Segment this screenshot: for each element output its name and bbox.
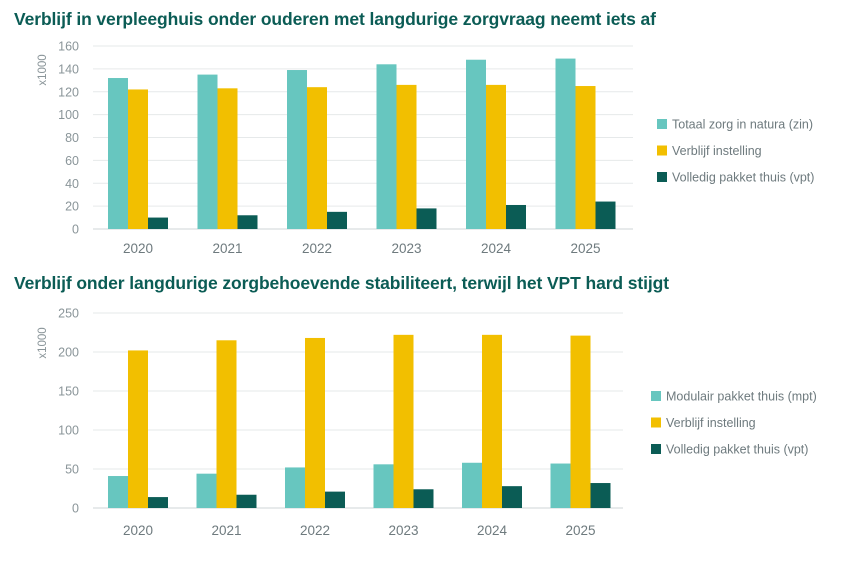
chart-1-bar-2-2021	[217, 88, 238, 229]
chart-1-legend-label-2: Verblijf instelling	[672, 144, 762, 158]
chart-1-bar-2-2022	[307, 87, 327, 229]
chart-1-x-tick-label: 2025	[570, 241, 600, 256]
chart-2-bar-1-2025	[550, 463, 571, 508]
chart-1-bar-3-2025	[595, 201, 616, 229]
chart-2-legend-label-2: Verblijf instelling	[666, 416, 756, 430]
chart-2-y-tick-label: 250	[58, 307, 79, 321]
chart-1-bar-2-2020	[128, 89, 148, 230]
chart-1-y-axis-label: x1000	[37, 54, 49, 85]
chart-1-bar-1-2022	[287, 70, 307, 229]
chart-1-bar-3-2023	[416, 208, 437, 229]
chart-2-bar-2-2024	[482, 334, 502, 508]
chart-2-y-tick-label: 100	[58, 424, 79, 438]
chart-1-y-tick-label: 40	[65, 177, 79, 191]
chart-1-bar-2-2025	[575, 86, 596, 229]
chart-1-bar-1-2024	[466, 59, 486, 229]
chart-1-bar-3-2024	[506, 204, 526, 229]
chart-1-legend-label-3: Volledig pakket thuis (vpt)	[672, 171, 814, 185]
chart-2-bar-2-2021	[216, 340, 237, 508]
chart-2-x-tick-label: 2025	[565, 523, 595, 538]
chart-2-bar-2-2020	[128, 350, 148, 508]
chart-2-x-tick-label: 2022	[300, 523, 330, 538]
chart-1-legend-swatch-3	[657, 172, 667, 182]
chart-2-bar-3-2025	[590, 483, 611, 508]
chart-1-y-tick-label: 20	[65, 200, 79, 214]
chart-2-bar-3-2022	[325, 491, 345, 508]
chart-1-x-tick-label: 2024	[481, 241, 512, 256]
chart-1-y-tick-label: 100	[58, 108, 79, 122]
chart-2-x-tick-label: 2020	[123, 523, 153, 538]
chart-2-title: Verblijf onder langdurige zorgbehoevende…	[14, 273, 669, 293]
chart-2-y-tick-label: 0	[72, 502, 79, 516]
chart-2-y-tick-label: 150	[58, 385, 79, 399]
chart-1-x-tick-label: 2023	[391, 241, 421, 256]
chart-2-legend-label-1: Modulair pakket thuis (mpt)	[666, 390, 817, 404]
chart-2-bar-1-2023	[373, 464, 394, 508]
chart-2-bar-2-2022	[305, 337, 325, 508]
chart-2-x-tick-label: 2021	[211, 523, 241, 538]
chart-1-y-tick-label: 60	[65, 154, 79, 168]
chart-2-legend-label-3: Volledig pakket thuis (vpt)	[666, 443, 808, 457]
chart-2-bar-1-2020	[108, 476, 128, 508]
chart-2-bar-3-2023	[413, 489, 434, 508]
chart-2-legend-swatch-3	[651, 444, 661, 454]
chart-2-y-axis-label: x1000	[37, 327, 49, 358]
chart-1-bar-2-2024	[486, 84, 506, 229]
chart-1-bar-1-2021	[197, 74, 218, 229]
chart-1-bar-3-2020	[148, 217, 168, 229]
chart-1-title: Verblijf in verpleeghuis onder ouderen m…	[14, 9, 656, 29]
chart-2-bar-1-2021	[196, 473, 217, 508]
chart-1-bar-1-2023	[376, 64, 397, 229]
chart-1-y-tick-label: 160	[58, 40, 79, 54]
chart-2-bar-3-2024	[502, 486, 522, 508]
chart-1-y-tick-label: 80	[65, 131, 79, 145]
chart-2-bar-2-2023	[393, 334, 414, 508]
chart-2-x-tick-label: 2024	[477, 523, 508, 538]
chart-2-x-tick-label: 2023	[388, 523, 418, 538]
chart-1-bar-1-2025	[555, 58, 576, 229]
chart-2-bar-1-2022	[285, 467, 305, 508]
chart-2-bar-1-2024	[462, 462, 482, 508]
chart-1-bar-2-2023	[396, 84, 417, 229]
chart-1-x-tick-label: 2020	[123, 241, 153, 256]
chart-1-legend-label-1: Totaal zorg in natura (zin)	[672, 118, 813, 132]
chart-2-legend-swatch-1	[651, 391, 661, 401]
chart-1-y-tick-label: 120	[58, 85, 79, 99]
chart-2-y-tick-label: 50	[65, 463, 79, 477]
chart-1-x-tick-label: 2022	[302, 241, 332, 256]
chart-1-y-tick-label: 140	[58, 62, 79, 76]
chart-2-y-tick-label: 200	[58, 346, 79, 360]
chart-1-bar-3-2022	[327, 211, 347, 229]
chart-1-bar-1-2020	[108, 78, 128, 230]
chart-1-y-tick-label: 0	[72, 223, 79, 237]
chart-1-x-tick-label: 2021	[212, 241, 242, 256]
chart-1-legend-swatch-2	[657, 145, 667, 156]
chart-2-bar-3-2020	[148, 497, 168, 508]
chart-2-bar-3-2021	[236, 494, 257, 508]
chart-2-legend-swatch-2	[651, 417, 661, 428]
chart-2-bar-2-2025	[570, 335, 591, 508]
chart-1-bar-3-2021	[237, 215, 258, 229]
chart-1-legend-swatch-1	[657, 119, 667, 129]
